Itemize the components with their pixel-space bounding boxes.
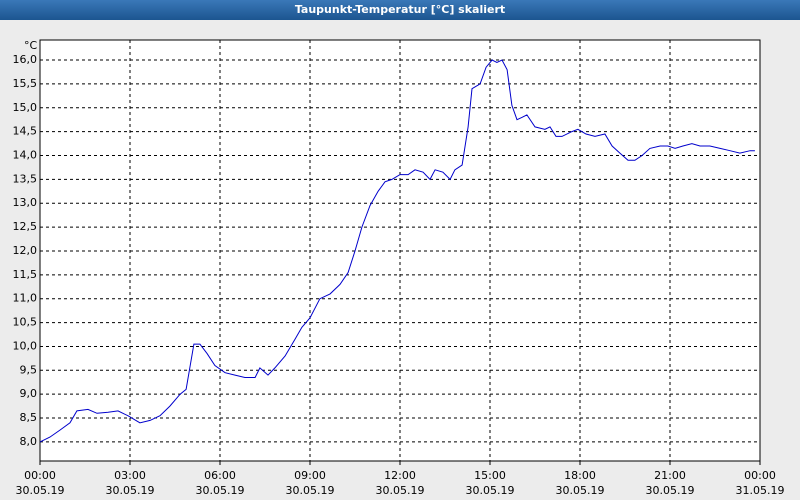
y-tick-label: 10,5	[13, 316, 38, 329]
x-tick-label: 12:00	[384, 469, 416, 482]
x-tick-date: 30.05.19	[466, 484, 515, 497]
x-tick-date: 30.05.19	[106, 484, 155, 497]
y-tick-label: 15,0	[13, 101, 38, 114]
y-tick-label: 12,0	[13, 244, 38, 257]
x-tick-label: 06:00	[204, 469, 236, 482]
x-tick-label: 15:00	[474, 469, 506, 482]
x-tick-label: 00:00	[24, 469, 56, 482]
title-bar	[0, 0, 800, 20]
y-tick-label: 10,0	[13, 339, 38, 352]
y-tick-label: 8,0	[20, 435, 38, 448]
y-tick-label: 12,5	[13, 220, 38, 233]
y-unit: °C	[24, 39, 38, 52]
x-tick-label: 03:00	[114, 469, 146, 482]
y-tick-label: 8,5	[20, 411, 38, 424]
x-tick-date: 30.05.19	[556, 484, 605, 497]
y-tick-label: 15,5	[13, 77, 38, 90]
y-tick-label: 16,0	[13, 53, 38, 66]
x-tick-date: 30.05.19	[646, 484, 695, 497]
y-tick-label: 9,0	[20, 387, 38, 400]
y-tick-label: 14,0	[13, 149, 38, 162]
x-tick-date: 31.05.19	[736, 484, 785, 497]
data-line	[39, 59, 755, 443]
y-tick-label: 14,5	[13, 125, 38, 138]
y-tick-label: 13,5	[13, 172, 38, 185]
x-tick-date: 30.05.19	[376, 484, 425, 497]
y-tick-label: 13,0	[13, 196, 38, 209]
x-tick-date: 30.05.19	[286, 484, 335, 497]
x-tick-date: 30.05.19	[16, 484, 65, 497]
x-tick-date: 30.05.19	[196, 484, 245, 497]
y-tick-label: 11,0	[13, 292, 38, 305]
y-tick-label: 11,5	[13, 268, 38, 281]
chart-title: Taupunkt-Temperatur [°C] skaliert	[295, 3, 505, 16]
x-tick-label: 21:00	[654, 469, 686, 482]
x-tick-label: 18:00	[564, 469, 596, 482]
x-tick-label: 09:00	[294, 469, 326, 482]
y-tick-label: 9,5	[20, 363, 38, 376]
x-tick-label: 00:00	[744, 469, 776, 482]
